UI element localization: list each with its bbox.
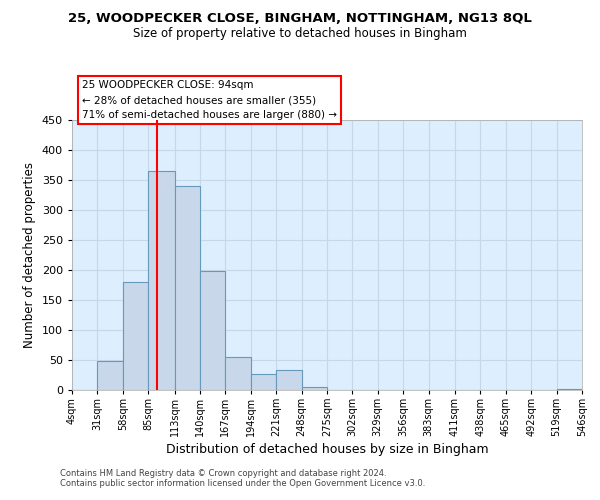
- Bar: [557, 389, 582, 390]
- Y-axis label: Number of detached properties: Number of detached properties: [23, 162, 36, 348]
- Text: Size of property relative to detached houses in Bingham: Size of property relative to detached ho…: [133, 28, 467, 40]
- Bar: [97, 361, 123, 390]
- Bar: [200, 271, 226, 390]
- Bar: [251, 374, 276, 390]
- Bar: [226, 357, 251, 390]
- Text: 25 WOODPECKER CLOSE: 94sqm
← 28% of detached houses are smaller (355)
71% of sem: 25 WOODPECKER CLOSE: 94sqm ← 28% of deta…: [82, 80, 337, 120]
- Bar: [175, 186, 200, 390]
- Bar: [148, 171, 175, 390]
- X-axis label: Distribution of detached houses by size in Bingham: Distribution of detached houses by size …: [166, 444, 488, 456]
- Text: 25, WOODPECKER CLOSE, BINGHAM, NOTTINGHAM, NG13 8QL: 25, WOODPECKER CLOSE, BINGHAM, NOTTINGHA…: [68, 12, 532, 26]
- Bar: [276, 370, 302, 390]
- Text: Contains public sector information licensed under the Open Government Licence v3: Contains public sector information licen…: [60, 478, 425, 488]
- Bar: [302, 387, 327, 390]
- Bar: [123, 282, 148, 390]
- Text: Contains HM Land Registry data © Crown copyright and database right 2024.: Contains HM Land Registry data © Crown c…: [60, 468, 386, 477]
